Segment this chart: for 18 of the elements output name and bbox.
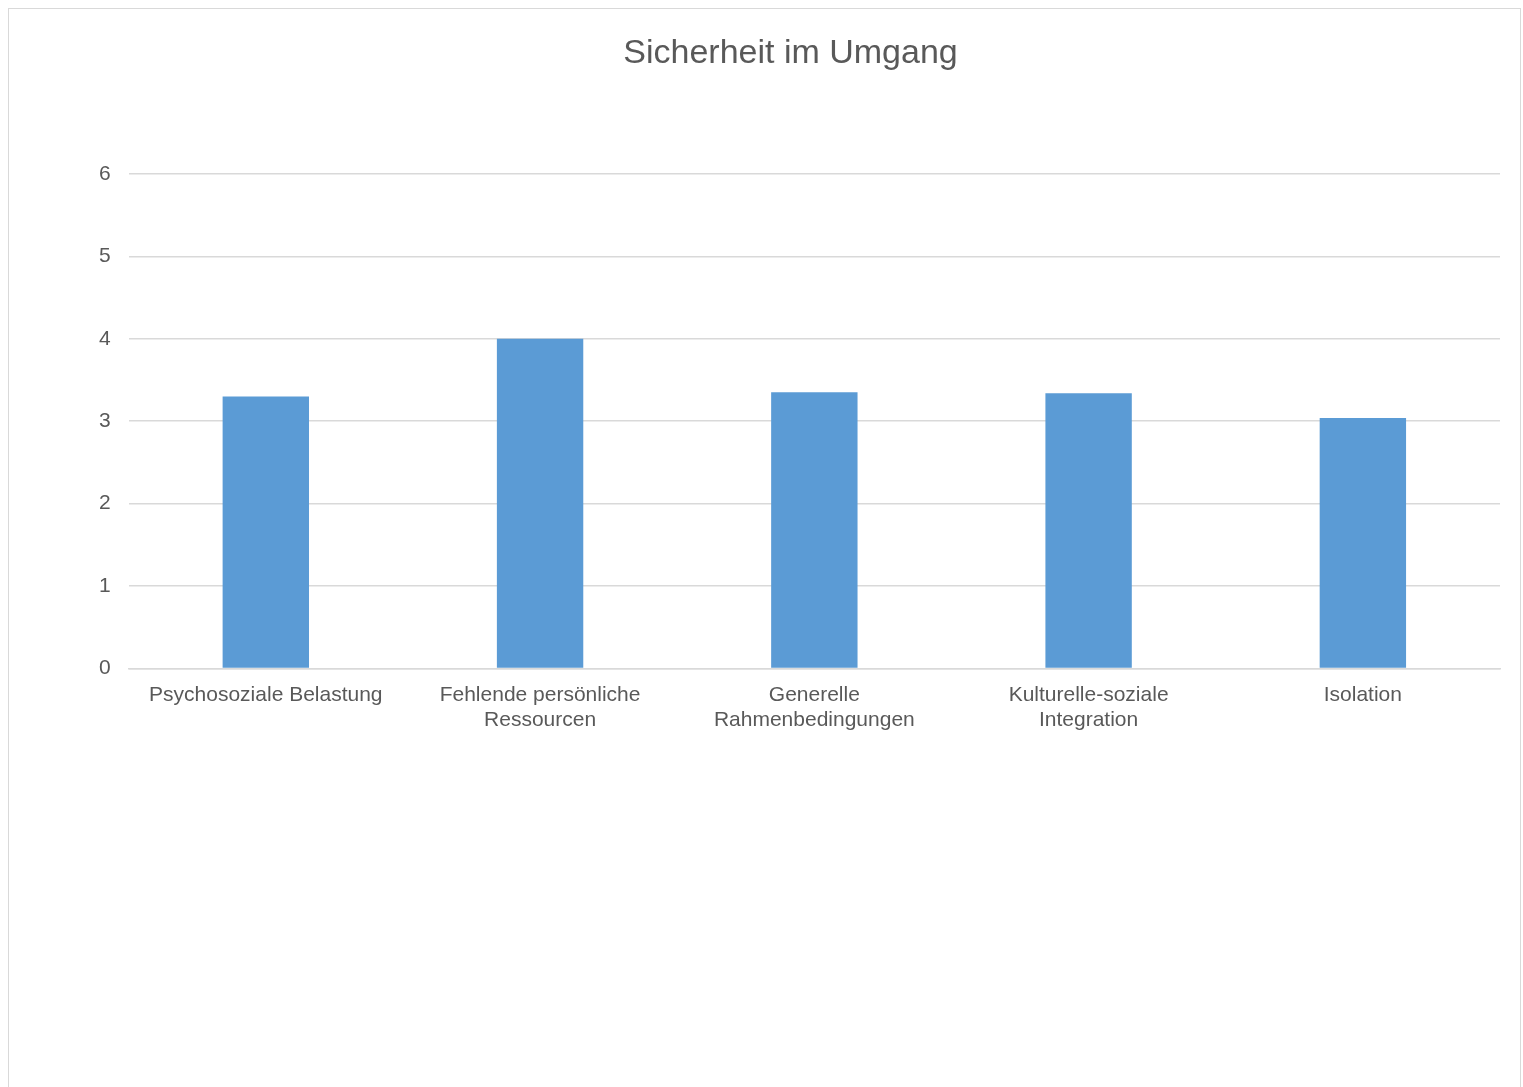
y-tick-label: 2 bbox=[98, 490, 111, 514]
y-tick-label: 4 bbox=[98, 325, 111, 349]
y-tick-label: 5 bbox=[98, 243, 111, 267]
x-tick-label: Psychosoziale Belastung bbox=[149, 682, 383, 705]
y-tick-label: 0 bbox=[98, 655, 111, 679]
chart-title: Sicherheit im Umgang bbox=[623, 31, 958, 70]
bar bbox=[1045, 393, 1132, 668]
y-tick-label: 1 bbox=[98, 572, 111, 596]
x-tick-label: Isolation bbox=[1323, 682, 1402, 705]
x-tick-label: Generelle Rahmenbedingungen bbox=[713, 682, 915, 731]
bar bbox=[496, 338, 584, 668]
x-tick-label: Fehlende persönliche Ressourcen bbox=[439, 682, 641, 731]
y-tick-label: 6 bbox=[98, 160, 111, 184]
bar bbox=[771, 392, 858, 668]
y-tick-label: 3 bbox=[98, 408, 111, 431]
bar bbox=[222, 396, 310, 668]
x-tick-label: Kulturelle-soziale Integration bbox=[1008, 682, 1169, 731]
bar bbox=[1319, 417, 1407, 668]
